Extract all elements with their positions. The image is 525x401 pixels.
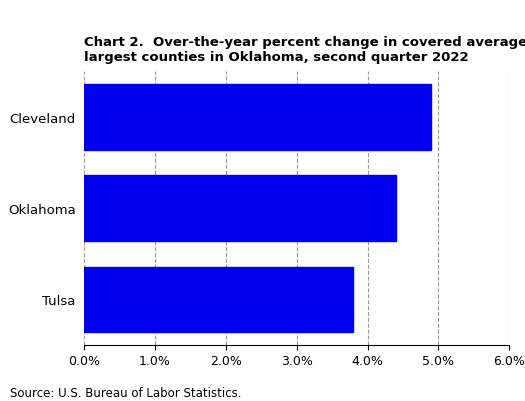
Bar — [84, 85, 432, 150]
Text: Source: U.S. Bureau of Labor Statistics.: Source: U.S. Bureau of Labor Statistics. — [10, 386, 242, 399]
Bar — [84, 267, 353, 332]
Text: Chart 2.  Over-the-year percent change in covered average weekly wages among the: Chart 2. Over-the-year percent change in… — [84, 36, 525, 64]
Bar — [84, 176, 396, 241]
